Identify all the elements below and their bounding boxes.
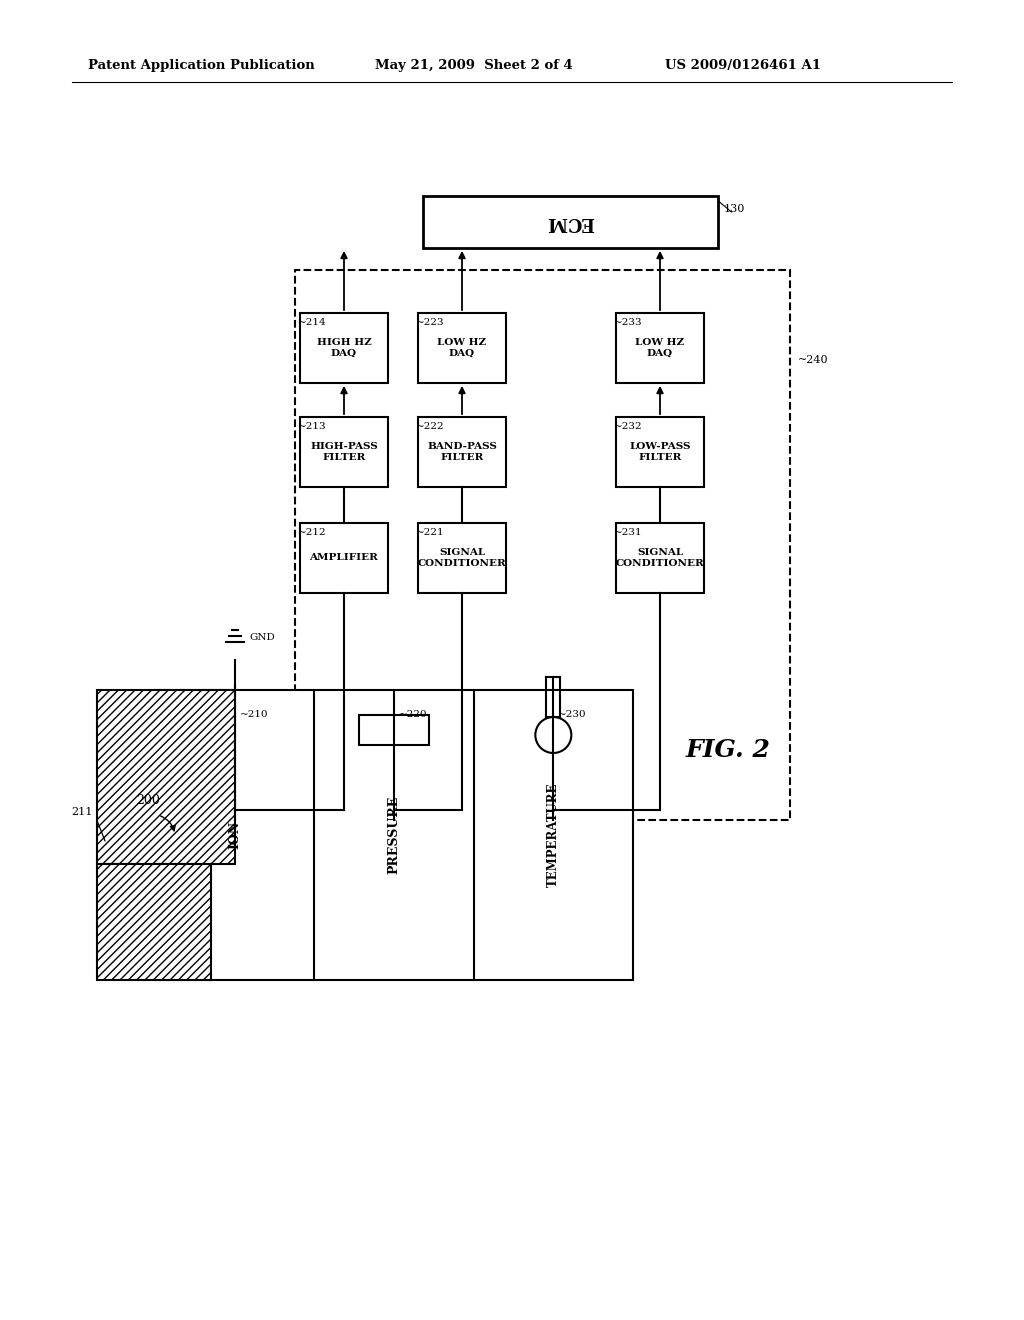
Text: LOW-PASS
FILTER: LOW-PASS FILTER [630, 442, 691, 462]
Text: FIG. 2: FIG. 2 [686, 738, 771, 762]
Text: Patent Application Publication: Patent Application Publication [88, 58, 314, 71]
Bar [300, 313, 388, 383]
Bar [418, 417, 506, 487]
Bar [418, 523, 506, 593]
Bar [300, 523, 388, 593]
Bar [97, 865, 211, 979]
Bar [97, 690, 234, 865]
Text: ~221: ~221 [416, 528, 444, 537]
Text: ~233: ~233 [614, 318, 643, 327]
Text: ~232: ~232 [614, 422, 643, 432]
Text: ~212: ~212 [298, 528, 327, 537]
Text: 211: 211 [72, 807, 93, 817]
Text: ~231: ~231 [614, 528, 643, 537]
Text: ~220: ~220 [399, 710, 428, 719]
Text: ION: ION [228, 821, 242, 849]
Text: AMPLIFIER: AMPLIFIER [309, 553, 379, 562]
Bar [359, 715, 429, 744]
Text: BAND-PASS
FILTER: BAND-PASS FILTER [427, 442, 497, 462]
Text: SIGNAL
CONDITIONER: SIGNAL CONDITIONER [615, 548, 705, 568]
Text: TEMPERATURE: TEMPERATURE [547, 783, 560, 887]
Bar [616, 417, 705, 487]
Bar [155, 690, 633, 979]
Text: SIGNAL
CONDITIONER: SIGNAL CONDITIONER [418, 548, 507, 568]
Text: ~214: ~214 [298, 318, 327, 327]
Bar [300, 417, 388, 487]
Bar [616, 313, 705, 383]
Bar [423, 195, 718, 248]
Bar [616, 523, 705, 593]
Circle shape [536, 717, 571, 752]
Text: LOW HZ
DAQ: LOW HZ DAQ [636, 338, 685, 358]
Bar [418, 313, 506, 383]
Bar [295, 271, 790, 820]
Text: 200: 200 [136, 793, 160, 807]
Text: 130: 130 [724, 205, 744, 214]
Text: ~222: ~222 [416, 422, 444, 432]
Text: ~213: ~213 [298, 422, 327, 432]
Text: May 21, 2009  Sheet 2 of 4: May 21, 2009 Sheet 2 of 4 [375, 58, 572, 71]
Text: ~230: ~230 [558, 710, 587, 719]
Text: ~210: ~210 [240, 710, 268, 719]
Text: LOW HZ
DAQ: LOW HZ DAQ [437, 338, 486, 358]
Text: HIGH-PASS
FILTER: HIGH-PASS FILTER [310, 442, 378, 462]
Text: GND: GND [250, 632, 275, 642]
Text: ~223: ~223 [416, 318, 444, 327]
Text: US 2009/0126461 A1: US 2009/0126461 A1 [665, 58, 821, 71]
Text: ECM: ECM [546, 213, 594, 231]
Text: ~240: ~240 [798, 355, 828, 366]
Text: PRESSURE: PRESSURE [387, 796, 400, 874]
Text: HIGH HZ
DAQ: HIGH HZ DAQ [316, 338, 372, 358]
